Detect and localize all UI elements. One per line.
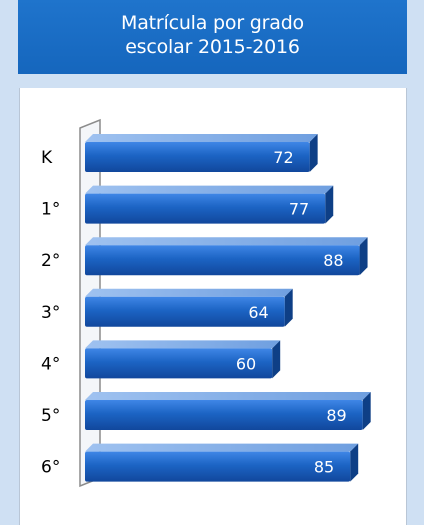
bar-front-face bbox=[85, 296, 285, 327]
category-label: 2° bbox=[41, 251, 60, 271]
value-label: 64 bbox=[248, 303, 268, 322]
bar-side-face bbox=[309, 134, 318, 172]
bar-side-face bbox=[325, 185, 334, 224]
bar-3 bbox=[85, 288, 293, 327]
bar-side-face bbox=[284, 288, 293, 327]
bar-top-face bbox=[85, 288, 293, 297]
bar-top-face bbox=[85, 340, 281, 349]
category-label: K bbox=[41, 148, 53, 168]
bar-4 bbox=[85, 340, 281, 379]
bar-6 bbox=[85, 443, 359, 482]
chart-title-line1: Matrícula por grado bbox=[121, 12, 304, 34]
category-label: 4° bbox=[41, 354, 60, 374]
value-label: 60 bbox=[236, 354, 256, 373]
chart-header: Matrícula por grado escolar 2015-2016 bbox=[18, 0, 407, 74]
bar-top-face bbox=[85, 134, 318, 142]
category-label: 1° bbox=[41, 200, 60, 220]
bar-5 bbox=[85, 392, 371, 430]
category-label: 3° bbox=[41, 303, 60, 323]
bar-side-face bbox=[362, 392, 371, 430]
bar-0 bbox=[85, 134, 318, 172]
bar-side-face bbox=[359, 237, 368, 276]
category-label: 6° bbox=[41, 458, 60, 478]
value-label: 77 bbox=[289, 200, 309, 219]
bar-front-face bbox=[85, 348, 273, 379]
value-label: 72 bbox=[273, 148, 293, 167]
bar-front-face bbox=[85, 400, 363, 430]
bar-top-face bbox=[85, 392, 371, 400]
value-label: 85 bbox=[314, 458, 334, 477]
bar-side-face bbox=[272, 340, 281, 379]
value-label: 89 bbox=[326, 406, 346, 425]
chart-title-line2: escolar 2015-2016 bbox=[125, 36, 300, 58]
bar-top-face bbox=[85, 237, 368, 246]
bar-front-face bbox=[85, 193, 326, 224]
bar-side-face bbox=[350, 443, 359, 482]
bar-front-face bbox=[85, 142, 310, 172]
bar-front-face bbox=[85, 245, 360, 276]
category-label: 5° bbox=[41, 406, 60, 426]
value-label: 88 bbox=[323, 251, 343, 270]
bar-top-face bbox=[85, 185, 334, 194]
bar-front-face bbox=[85, 451, 351, 482]
bar-top-face bbox=[85, 443, 359, 452]
bar-1 bbox=[85, 185, 334, 224]
bar-2 bbox=[85, 237, 368, 276]
